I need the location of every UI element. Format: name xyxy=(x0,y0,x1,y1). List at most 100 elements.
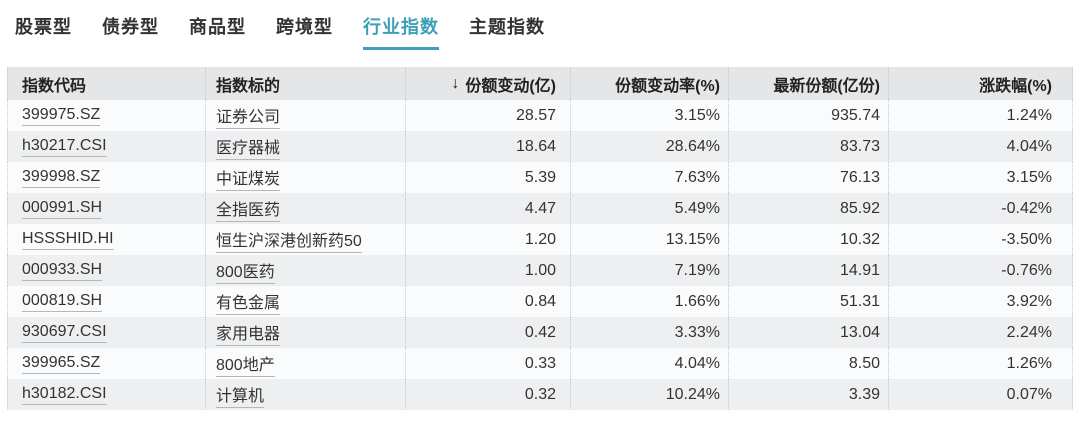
index-name-link[interactable]: 中证煤炭 xyxy=(216,165,281,191)
cell-index-name[interactable]: 全指医药 xyxy=(205,193,405,224)
index-code-link[interactable]: h30217.CSI xyxy=(22,137,107,157)
table-row: 000991.SH 全指医药 4.47 5.49% 85.92 -0.42% xyxy=(7,193,1073,224)
table-row: HSSSHID.HI 恒生沪深港创新药50 1.20 13.15% 10.32 … xyxy=(7,224,1073,255)
index-name-link[interactable]: 计算机 xyxy=(216,382,265,408)
cell-latest-shares: 14.91 xyxy=(728,255,888,286)
index-name-link[interactable]: 医疗器械 xyxy=(216,134,281,160)
cell-share-change-rate: 3.15% xyxy=(570,100,728,131)
tab-bond-type[interactable]: 债券型 xyxy=(102,17,159,37)
index-name-link[interactable]: 恒生沪深港创新药50 xyxy=(216,227,362,253)
col-header-share-change[interactable]: ↓ 份额变动(亿) xyxy=(405,67,570,100)
cell-pct-change: -0.42% xyxy=(888,193,1073,224)
col-header-share-change-label: 份额变动(亿) xyxy=(465,77,556,95)
table-body: 399975.SZ 证券公司 28.57 3.15% 935.74 1.24% … xyxy=(7,100,1073,410)
cell-latest-shares: 3.39 xyxy=(728,379,888,410)
cell-share-change-rate: 13.15% xyxy=(570,224,728,255)
table-row: 399975.SZ 证券公司 28.57 3.15% 935.74 1.24% xyxy=(7,100,1073,131)
tab-stock-type[interactable]: 股票型 xyxy=(15,17,72,37)
table-row: 399998.SZ 中证煤炭 5.39 7.63% 76.13 3.15% xyxy=(7,162,1073,193)
cell-share-change: 5.39 xyxy=(405,162,570,193)
index-name-link[interactable]: 家用电器 xyxy=(216,320,281,346)
cell-latest-shares: 83.73 xyxy=(728,131,888,162)
cell-pct-change: 3.15% xyxy=(888,162,1073,193)
cell-share-change-rate: 1.66% xyxy=(570,286,728,317)
index-code-link[interactable]: 399998.SZ xyxy=(22,168,101,188)
cell-latest-shares: 76.13 xyxy=(728,162,888,193)
cell-index-code[interactable]: h30182.CSI xyxy=(7,379,205,410)
index-name-link[interactable]: 有色金属 xyxy=(216,289,281,315)
index-table: 指数代码 指数标的 ↓ 份额变动(亿) 份额变动率(%) 最新份额(亿份) 涨跌… xyxy=(7,67,1073,410)
cell-index-name[interactable]: 恒生沪深港创新药50 xyxy=(205,224,405,255)
cell-pct-change: 3.92% xyxy=(888,286,1073,317)
cell-share-change: 0.33 xyxy=(405,348,570,379)
category-tabs: 股票型 债券型 商品型 跨境型 行业指数 主题指数 xyxy=(0,0,1080,50)
index-name-link[interactable]: 证券公司 xyxy=(216,103,281,129)
cell-share-change: 1.20 xyxy=(405,224,570,255)
index-code-link[interactable]: 000819.SH xyxy=(22,292,103,312)
table-header: 指数代码 指数标的 ↓ 份额变动(亿) 份额变动率(%) 最新份额(亿份) 涨跌… xyxy=(7,67,1073,100)
col-header-share-change-rate[interactable]: 份额变动率(%) xyxy=(570,67,728,100)
cell-share-change: 28.57 xyxy=(405,100,570,131)
table-row: h30182.CSI 计算机 0.32 10.24% 3.39 0.07% xyxy=(7,379,1073,410)
index-code-link[interactable]: 000933.SH xyxy=(22,261,103,281)
sort-desc-icon[interactable]: ↓ xyxy=(451,74,460,92)
cell-index-code[interactable]: HSSSHID.HI xyxy=(7,224,205,255)
cell-share-change-rate: 5.49% xyxy=(570,193,728,224)
cell-share-change: 0.42 xyxy=(405,317,570,348)
cell-index-name[interactable]: 800医药 xyxy=(205,255,405,286)
index-code-link[interactable]: 399965.SZ xyxy=(22,354,101,374)
cell-index-name[interactable]: 中证煤炭 xyxy=(205,162,405,193)
cell-index-name[interactable]: 医疗器械 xyxy=(205,131,405,162)
table-row: 399965.SZ 800地产 0.33 4.04% 8.50 1.26% xyxy=(7,348,1073,379)
cell-index-code[interactable]: 399975.SZ xyxy=(7,100,205,131)
cell-share-change: 1.00 xyxy=(405,255,570,286)
cell-index-name[interactable]: 有色金属 xyxy=(205,286,405,317)
cell-index-name[interactable]: 证券公司 xyxy=(205,100,405,131)
index-code-link[interactable]: h30182.CSI xyxy=(22,385,107,405)
tab-commodity-type[interactable]: 商品型 xyxy=(189,17,246,37)
index-name-link[interactable]: 全指医药 xyxy=(216,196,281,222)
cell-share-change: 0.32 xyxy=(405,379,570,410)
table-row: 930697.CSI 家用电器 0.42 3.33% 13.04 2.24% xyxy=(7,317,1073,348)
tab-theme-index[interactable]: 主题指数 xyxy=(469,17,545,37)
cell-latest-shares: 85.92 xyxy=(728,193,888,224)
cell-index-code[interactable]: 930697.CSI xyxy=(7,317,205,348)
index-name-link[interactable]: 800地产 xyxy=(216,351,275,377)
cell-share-change-rate: 4.04% xyxy=(570,348,728,379)
cell-index-name[interactable]: 家用电器 xyxy=(205,317,405,348)
tab-industry-index[interactable]: 行业指数 xyxy=(363,13,439,50)
cell-index-code[interactable]: 399998.SZ xyxy=(7,162,205,193)
col-header-pct-change[interactable]: 涨跌幅(%) xyxy=(888,67,1073,100)
cell-index-name[interactable]: 计算机 xyxy=(205,379,405,410)
cell-latest-shares: 8.50 xyxy=(728,348,888,379)
cell-index-code[interactable]: h30217.CSI xyxy=(7,131,205,162)
index-code-link[interactable]: 000991.SH xyxy=(22,199,103,219)
cell-index-code[interactable]: 000819.SH xyxy=(7,286,205,317)
cell-latest-shares: 935.74 xyxy=(728,100,888,131)
cell-index-code[interactable]: 000991.SH xyxy=(7,193,205,224)
cell-index-name[interactable]: 800地产 xyxy=(205,348,405,379)
cell-share-change: 4.47 xyxy=(405,193,570,224)
col-header-latest-shares[interactable]: 最新份额(亿份) xyxy=(728,67,888,100)
index-code-link[interactable]: HSSSHID.HI xyxy=(22,230,114,250)
cell-share-change: 0.84 xyxy=(405,286,570,317)
tab-cross-border-type[interactable]: 跨境型 xyxy=(276,17,333,37)
cell-index-code[interactable]: 000933.SH xyxy=(7,255,205,286)
cell-pct-change: 2.24% xyxy=(888,317,1073,348)
cell-pct-change: -3.50% xyxy=(888,224,1073,255)
cell-share-change: 18.64 xyxy=(405,131,570,162)
col-header-index-name[interactable]: 指数标的 xyxy=(205,67,405,100)
cell-latest-shares: 10.32 xyxy=(728,224,888,255)
index-code-link[interactable]: 930697.CSI xyxy=(22,323,107,343)
cell-share-change-rate: 7.63% xyxy=(570,162,728,193)
cell-pct-change: 1.24% xyxy=(888,100,1073,131)
index-code-link[interactable]: 399975.SZ xyxy=(22,106,101,126)
cell-index-code[interactable]: 399965.SZ xyxy=(7,348,205,379)
table-row: 000933.SH 800医药 1.00 7.19% 14.91 -0.76% xyxy=(7,255,1073,286)
cell-latest-shares: 51.31 xyxy=(728,286,888,317)
table-row: 000819.SH 有色金属 0.84 1.66% 51.31 3.92% xyxy=(7,286,1073,317)
col-header-index-code[interactable]: 指数代码 xyxy=(7,67,205,100)
index-name-link[interactable]: 800医药 xyxy=(216,258,275,284)
cell-latest-shares: 13.04 xyxy=(728,317,888,348)
